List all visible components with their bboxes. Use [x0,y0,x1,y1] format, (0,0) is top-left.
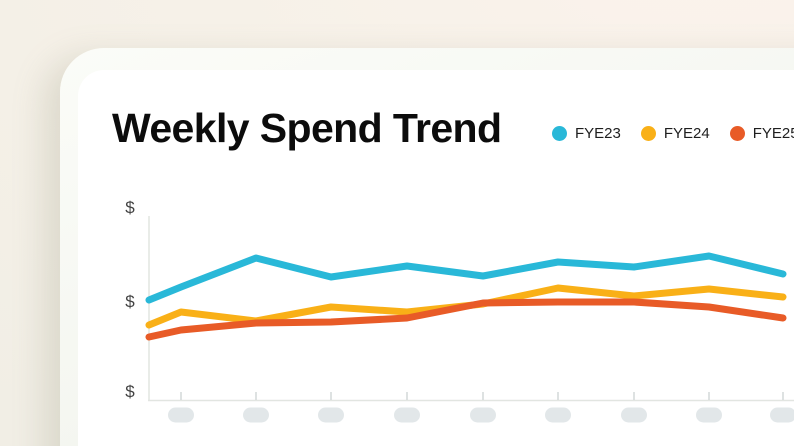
y-axis-label-bottom: $ [125,382,135,401]
legend-dot-icon [640,125,656,141]
legend-label: FYE23 [575,124,621,142]
legend-label: FYE25 [752,124,794,142]
y-axis-label-middle: $ [125,292,135,311]
legend-label: FYE24 [663,124,710,142]
chart-title: Weekly Spend Trend [112,105,502,151]
legend-dot-icon [729,125,745,141]
y-axis-label-top: $ [125,198,135,217]
legend-dot-icon [552,125,567,141]
chart-legend: FYE23 FYE24 FYE25 [552,124,794,142]
legend-item-fye24[interactable]: FYE24 [640,124,710,142]
legend-item-fye25[interactable]: FYE25 [729,124,794,142]
legend-item-fye23[interactable]: FYE23 [552,125,621,142]
